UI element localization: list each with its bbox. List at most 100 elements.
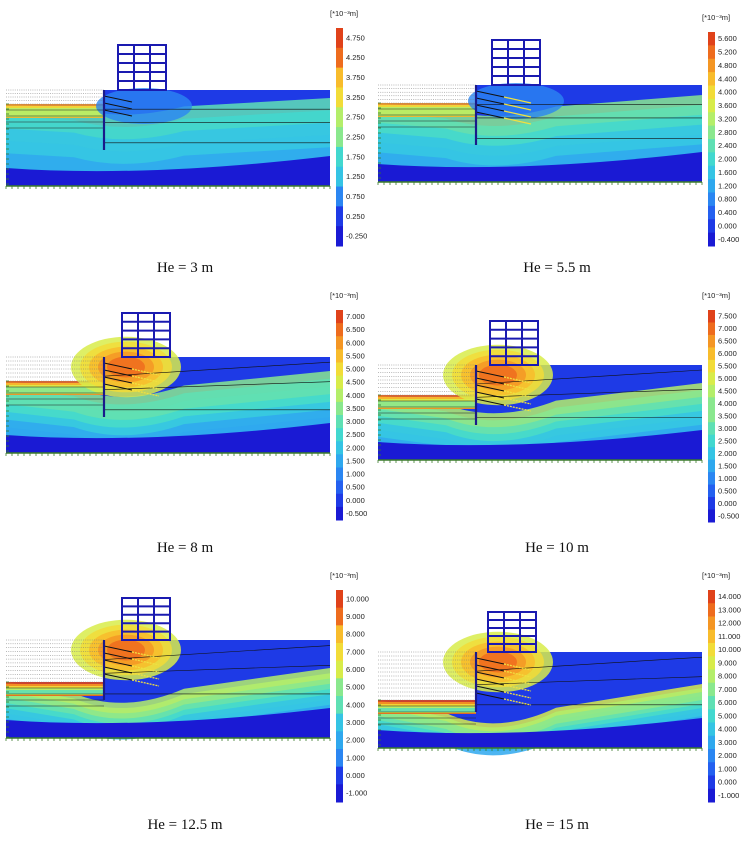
colorbar-tick-label: 10.000 [346,594,369,603]
colorbar-segment [708,434,715,448]
excavation-stage-lines [378,364,476,396]
colorbar-tick-label: 1.000 [346,753,365,762]
colorbar-tick-label: 4.800 [718,61,737,70]
excavation-stage-lines [378,84,476,104]
colorbar-segment [336,784,343,803]
colorbar-tick-label: 3.000 [718,738,737,747]
colorbar-segment [336,127,343,148]
excavation-stage-lines [6,639,104,683]
panel-3: [*10⁻³m] 7.000 6.500 6.000 5.500 5.000 4.500 4.… [0,285,370,563]
colorbar-tick-label: 0.750 [346,192,365,201]
colorbar-segment [708,603,715,617]
colorbar: [*10⁻³m] 5.600 5.200 4.800 4.400 4.000 3.600 3.… [702,13,739,247]
colorbar-segment [708,334,715,348]
colorbar-tick-label: -1.000 [718,791,739,800]
displacement-contour-plot: [*10⁻³m] 5.600 5.200 4.800 4.400 4.000 3.600 3.… [377,13,739,247]
building-frame [487,611,537,653]
colorbar-unit: [*10⁻³m] [330,291,358,300]
colorbar-tick-label: 3.200 [718,114,737,123]
colorbar-segment [708,384,715,398]
ground-anchors [103,362,160,397]
colorbar-tick-label: 1.000 [346,470,365,479]
colorbar: [*10⁻³m] 14.000 13.000 12.000 11.000 10.000 9.… [702,571,741,803]
colorbar-segment [336,713,343,732]
colorbar-segment [336,107,343,128]
colorbar-segment [708,643,715,657]
colorbar-segment [708,629,715,644]
colorbar-tick-label: 1.200 [718,181,737,190]
colorbar-tick-label: 2.400 [718,141,737,150]
excavation-stage-lines [378,651,476,701]
colorbar-tick-label: 0.800 [718,195,737,204]
excavation-stage-lines [6,356,104,382]
colorbar-segment [708,125,715,140]
colorbar-segment [336,441,343,455]
colorbar-tick-label: 1.250 [346,172,365,181]
colorbar-tick-label: 4.000 [346,700,365,709]
colorbar-tick-label: 1.500 [346,456,365,465]
colorbar-segment [336,731,343,750]
colorbar-tick-label: 3.750 [346,73,365,82]
colorbar-tick-label: 0.250 [346,212,365,221]
colorbar-segment [708,219,715,234]
colorbar-segment [336,388,343,403]
colorbar-segment [708,447,715,461]
colorbar-segment [336,206,343,227]
colorbar-tick-label: 1.750 [346,152,365,161]
colorbar-tick-label: 9.000 [346,612,365,621]
colorbar-unit: [*10⁻³m] [330,571,358,580]
colorbar-segment [336,625,343,644]
colorbar-tick-label: 3.500 [346,404,365,413]
colorbar-segment [336,415,343,429]
colorbar-tick-label: 6.000 [718,349,737,358]
colorbar-segment [336,375,343,390]
colorbar-tick-label: -0.400 [718,235,739,244]
colorbar-tick-label: 4.250 [346,53,365,62]
soil-layer-lines [103,361,331,411]
displacement-contour-plot: [*10⁻³m] 10.000 9.000 8.000 7.000 6.000 5.000 4… [5,571,369,803]
colorbar-tick-label: 1.000 [718,764,737,773]
colorbar-tick-label: 2.500 [718,436,737,445]
boundary-supports [5,103,331,189]
colorbar-segment [336,467,343,482]
colorbar-segment [708,735,715,750]
colorbar-segment [336,766,343,785]
colorbar-tick-label: 4.750 [346,33,365,42]
colorbar-tick-label: 4.500 [718,387,737,396]
boundary-supports [377,102,703,185]
colorbar-segment [336,607,343,626]
colorbar-tick-label: 12.000 [718,619,741,628]
panel-caption: He = 5.5 m [523,260,591,276]
colorbar-tick-label: 0.500 [346,483,365,492]
colorbar-tick-label: 3.000 [346,417,365,426]
colorbar-segment [336,428,343,442]
colorbar-tick-label: 4.000 [718,725,737,734]
colorbar-tick-label: 4.400 [718,74,737,83]
colorbar-tick-label: 10.000 [718,645,741,654]
colorbar-tick-label: 2.800 [718,128,737,137]
panel-4: [*10⁻³m] 7.500 7.000 6.500 6.000 5.500 5.000 4.… [372,285,741,563]
panel-caption: He = 8 m [156,540,214,556]
soil-domain [378,83,702,182]
colorbar-tick-label: 5.200 [718,48,737,57]
colorbar-tick-label: 0.500 [718,486,737,495]
colorbar-unit: [*10⁻³m] [702,291,730,300]
displacement-contour-plot: [*10⁻³m] 14.000 13.000 12.000 11.000 10.000 9.… [377,571,741,803]
soil-domain [378,344,702,460]
colorbar-tick-label: 7.000 [718,685,737,694]
colorbar-segment [708,696,715,710]
soil-domain [6,619,330,740]
colorbar-segment [336,362,343,377]
colorbar: [*10⁻³m] 7.000 6.500 6.000 5.500 5.000 4.500 4.… [330,291,367,521]
colorbar: [*10⁻³m] 7.500 7.000 6.500 6.000 5.500 5.000 4.… [702,291,739,523]
building-frame [491,39,541,86]
colorbar-tick-label: 3.000 [718,424,737,433]
colorbar-segment [336,310,343,324]
colorbar-unit: [*10⁻³m] [702,13,730,22]
colorbar-tick-label: 6.500 [346,325,365,334]
colorbar: [*10⁻³m] 4.750 4.250 3.750 3.250 2.750 2.250 1.… [330,9,367,247]
colorbar-tick-label: 3.500 [718,412,737,421]
colorbar-segment [708,179,715,193]
colorbar-tick-label: 0.000 [718,778,737,787]
soil-layer-lines [104,108,330,144]
